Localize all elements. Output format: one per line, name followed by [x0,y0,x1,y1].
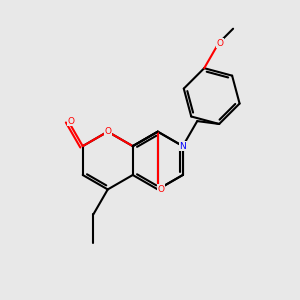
Text: N: N [179,142,186,151]
Text: O: O [67,117,74,126]
Text: O: O [104,127,111,136]
Text: O: O [158,185,165,194]
Text: O: O [216,39,223,48]
